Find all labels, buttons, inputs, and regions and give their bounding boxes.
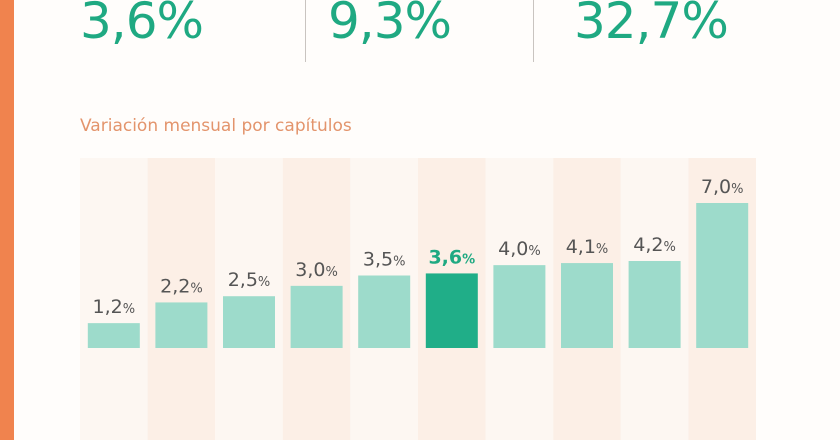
data-label: 4,1% <box>566 236 609 258</box>
bar <box>493 265 546 348</box>
bar <box>87 323 140 348</box>
bar <box>290 285 343 348</box>
data-label: 3,0% <box>295 259 338 281</box>
data-label: 4,2% <box>633 234 676 256</box>
bar <box>628 261 681 348</box>
data-label: 2,2% <box>160 275 203 297</box>
bar <box>696 203 749 348</box>
data-label: 7,0% <box>701 176 744 198</box>
data-label: 2,5% <box>228 269 271 291</box>
stat-value-1: 3,6% <box>80 0 204 50</box>
data-label: 4,0% <box>498 238 541 260</box>
stat-value-2: 9,3% <box>328 0 452 50</box>
data-label: 3,6% <box>428 246 475 268</box>
column-background <box>147 158 216 440</box>
accent-bar <box>0 0 14 440</box>
bar <box>155 302 208 348</box>
bar <box>425 273 478 348</box>
data-label: 3,5% <box>363 249 406 271</box>
column-background <box>80 158 148 440</box>
bar <box>223 296 275 348</box>
chart-title: Variación mensual por capítulos <box>80 116 352 136</box>
stat-value-3: 32,7% <box>574 0 729 50</box>
bar <box>561 263 613 348</box>
stat-divider <box>305 0 306 62</box>
stat-divider <box>533 0 534 62</box>
data-label: 1,2% <box>93 296 136 318</box>
bar <box>358 275 411 348</box>
